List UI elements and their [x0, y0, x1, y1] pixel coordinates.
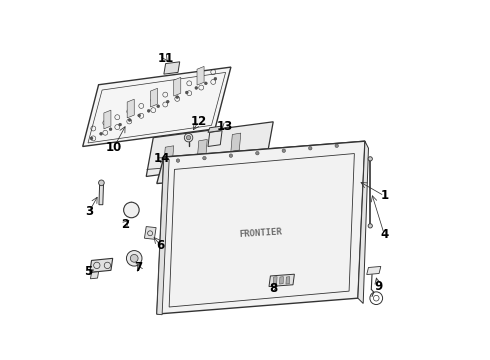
Circle shape — [119, 123, 122, 126]
Circle shape — [204, 82, 207, 85]
Circle shape — [166, 100, 169, 103]
Text: 14: 14 — [154, 152, 171, 165]
Polygon shape — [157, 157, 169, 315]
Polygon shape — [90, 258, 113, 273]
Circle shape — [176, 96, 179, 99]
Circle shape — [184, 134, 193, 142]
Text: 7: 7 — [134, 261, 143, 274]
Text: 3: 3 — [85, 205, 93, 218]
Polygon shape — [208, 126, 222, 132]
Circle shape — [368, 157, 372, 161]
Polygon shape — [157, 141, 365, 184]
Circle shape — [309, 147, 312, 150]
Polygon shape — [273, 277, 277, 284]
Text: 10: 10 — [106, 141, 122, 154]
Circle shape — [185, 91, 188, 94]
Polygon shape — [127, 99, 134, 118]
Polygon shape — [83, 67, 231, 147]
Circle shape — [256, 152, 259, 155]
Circle shape — [186, 136, 191, 140]
Text: 1: 1 — [380, 189, 389, 202]
Circle shape — [109, 128, 112, 131]
Circle shape — [90, 137, 93, 140]
Text: 9: 9 — [374, 280, 383, 293]
Circle shape — [130, 255, 138, 262]
Polygon shape — [280, 277, 283, 284]
Text: 8: 8 — [269, 282, 277, 295]
Circle shape — [282, 149, 286, 153]
Text: 13: 13 — [217, 120, 233, 133]
Polygon shape — [104, 110, 111, 129]
Circle shape — [128, 118, 131, 121]
Polygon shape — [358, 141, 368, 303]
Text: 5: 5 — [84, 265, 92, 278]
Text: FRONTIER: FRONTIER — [239, 227, 283, 239]
Polygon shape — [150, 88, 157, 107]
Polygon shape — [197, 139, 207, 158]
Circle shape — [126, 251, 142, 266]
Polygon shape — [231, 133, 241, 152]
Polygon shape — [99, 184, 103, 205]
Text: 12: 12 — [190, 115, 207, 128]
Circle shape — [195, 86, 198, 89]
Circle shape — [157, 105, 160, 108]
Polygon shape — [164, 62, 180, 74]
Polygon shape — [286, 277, 290, 284]
Circle shape — [99, 132, 102, 135]
Polygon shape — [174, 77, 181, 96]
Polygon shape — [157, 141, 365, 314]
Circle shape — [98, 180, 104, 186]
Polygon shape — [91, 272, 98, 279]
Circle shape — [368, 224, 372, 228]
Circle shape — [138, 114, 141, 117]
Circle shape — [203, 156, 206, 160]
Text: 6: 6 — [156, 239, 165, 252]
Text: 4: 4 — [380, 228, 389, 241]
Text: 11: 11 — [157, 52, 174, 65]
Polygon shape — [367, 266, 381, 275]
Circle shape — [229, 154, 233, 157]
Text: 2: 2 — [121, 217, 129, 231]
Polygon shape — [208, 131, 222, 147]
Polygon shape — [197, 66, 204, 85]
Circle shape — [147, 109, 150, 112]
Circle shape — [335, 144, 339, 148]
Circle shape — [214, 77, 217, 80]
Polygon shape — [269, 274, 294, 287]
Circle shape — [123, 202, 139, 218]
Polygon shape — [146, 122, 273, 176]
Polygon shape — [145, 226, 156, 239]
Circle shape — [176, 159, 180, 162]
Polygon shape — [164, 146, 174, 164]
